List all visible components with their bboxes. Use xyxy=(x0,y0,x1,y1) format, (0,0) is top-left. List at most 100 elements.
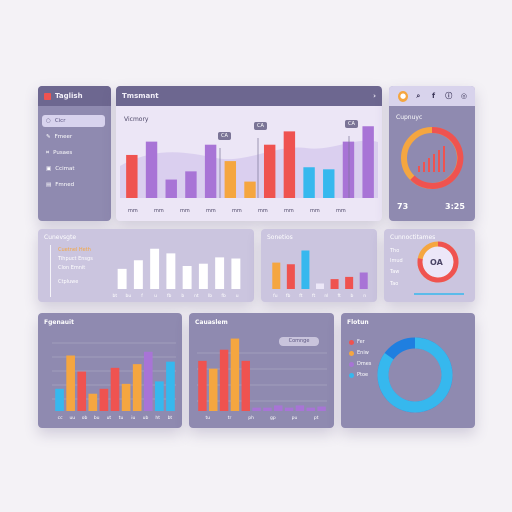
bottom-mid-bar-2 xyxy=(219,349,229,411)
mid-right-label-3: Tao xyxy=(390,281,399,287)
bottom-left-tick-6: iu xyxy=(131,415,135,421)
legend-swatch-0 xyxy=(349,340,354,345)
info-icon[interactable]: ⓘ xyxy=(445,92,453,100)
gauge-bar-5 xyxy=(443,146,445,172)
ring-arc xyxy=(417,241,459,283)
top-xlabel-6: mm xyxy=(284,208,294,214)
bottom-left-bar-5 xyxy=(110,367,120,411)
top-right-panel: ● ⌕ f ⓘ ◎ Cupnuyc 73 3:25 xyxy=(389,86,475,221)
bottom-left-bar-2 xyxy=(77,371,87,411)
globe-icon[interactable]: ◎ xyxy=(460,92,467,100)
sidebar-item-2[interactable]: ⌗ Pusaes xyxy=(46,149,73,157)
chat-icon: ▣ xyxy=(46,166,52,172)
mid-left-legend-2: Clon Emnit xyxy=(58,265,86,271)
sun-icon[interactable]: ● xyxy=(398,90,409,102)
text-icon[interactable]: f xyxy=(431,92,436,100)
top-xlabel-2: mm xyxy=(180,208,190,214)
bottom-left-tick-0: cc xyxy=(58,416,63,421)
mid-mid-bar-5 xyxy=(345,276,354,289)
top-right-toolbar: ● ⌕ f ⓘ ◎ xyxy=(389,86,475,106)
mid-left-bar-1 xyxy=(133,260,143,289)
mid-mid-tick-0: fu xyxy=(273,293,278,299)
bottom-mid-bar-4 xyxy=(241,360,250,411)
bottom-mid-bar-1 xyxy=(209,368,218,411)
bottom-right-panel: Flotun Fer Eniw Dmes Ptoe xyxy=(341,313,475,428)
bottom-mid-title: Cauaslem xyxy=(195,319,228,326)
top-callout-1: CA xyxy=(254,122,267,130)
bottom-right-legend-2: Dmes xyxy=(357,361,372,367)
top-xlabel-7: mm xyxy=(310,208,320,214)
top-right-footer-right: 3:25 xyxy=(445,202,465,211)
top-bar-3 xyxy=(185,171,197,198)
tag-icon: ⌗ xyxy=(46,149,50,156)
app-title: Taglish xyxy=(55,92,83,100)
sidebar-item-1[interactable]: ✎ Fmeer xyxy=(46,134,73,140)
gauge-bar-2 xyxy=(428,158,430,172)
top-bar-12 xyxy=(362,126,374,198)
bottom-mid-tick-5: pt xyxy=(314,415,319,421)
gauge-bar-3 xyxy=(433,154,435,172)
sidebar-header: Taglish xyxy=(38,86,111,106)
mid-mid-tick-6: b xyxy=(350,293,353,299)
bottom-left-tick-1: uu xyxy=(69,416,75,421)
sidebar-item-3[interactable]: ▣ Ccimat xyxy=(46,166,75,172)
mid-mid-bar-1 xyxy=(286,264,295,289)
bottom-mid-tick-4: pu xyxy=(292,416,298,421)
bottom-left-tick-4: ut xyxy=(107,415,112,421)
top-bar-8 xyxy=(283,131,296,198)
chevron-icon[interactable]: › xyxy=(373,92,376,100)
mid-mid-bar-2 xyxy=(301,250,310,289)
top-right-title: Cupnuyc xyxy=(396,114,423,121)
top-right-footer-left: 73 xyxy=(397,202,409,211)
bottom-left-bar-9 xyxy=(155,381,164,411)
mid-left-bar-4 xyxy=(182,266,192,289)
bottom-left-tick-8: ht xyxy=(155,415,160,421)
bottom-right-legend-0: Fer xyxy=(357,339,365,345)
mid-mid-tick-1: fb xyxy=(286,293,291,299)
mid-mid-bar-6 xyxy=(359,272,368,289)
top-chart-svg xyxy=(120,126,378,198)
bottom-left-bar-0 xyxy=(55,388,64,411)
mid-left-tick-2: f xyxy=(141,293,143,299)
sidebar-item-4[interactable]: ▤ Fmned xyxy=(46,182,75,188)
bottom-mid-panel: Cauaslem Comnge tu tr ph gp pu pt xyxy=(189,313,334,428)
mid-right-ring xyxy=(414,241,464,295)
mid-left-tick-6: nt xyxy=(194,293,199,299)
search-icon[interactable]: ⌕ xyxy=(416,91,421,100)
bottom-mid-bar-8 xyxy=(284,407,294,411)
bottom-left-bar-7 xyxy=(132,364,142,411)
top-bar-10 xyxy=(323,169,335,198)
top-bar-1 xyxy=(145,141,158,198)
mid-left-bar-2 xyxy=(150,248,160,289)
circle-icon: ○ xyxy=(46,118,51,124)
top-chart-header: Tmsmant › xyxy=(116,86,382,106)
top-bar-4 xyxy=(204,144,217,198)
mid-left-bar-5 xyxy=(198,263,208,289)
mid-mid-title: Sonetios xyxy=(267,234,293,241)
bottom-mid-tick-2: ph xyxy=(248,415,254,421)
mid-left-tick-5: b xyxy=(181,293,184,299)
top-header-title: Tmsmant xyxy=(122,92,159,100)
bottom-left-bar-4 xyxy=(99,388,109,411)
bottom-mid-badge[interactable]: Comnge xyxy=(279,337,319,346)
mid-left-tick-8: fb xyxy=(221,293,226,299)
bottom-left-bar-6 xyxy=(121,383,131,411)
donut-arc xyxy=(377,337,453,413)
mid-mid-tick-7: n xyxy=(363,294,366,299)
mid-left-bar-6 xyxy=(215,257,225,289)
gauge-bar-4 xyxy=(438,150,440,172)
mid-mid-tick-3: ft xyxy=(312,293,316,299)
bottom-left-bar-10 xyxy=(166,361,175,411)
top-bar-7 xyxy=(263,144,276,198)
sidebar-item-0[interactable]: ○ Cicr xyxy=(42,115,105,127)
mid-left-panel: Cunevsgte Cuetnel Heth Tihpuct Ensgs Clo… xyxy=(38,229,254,302)
mid-left-legend-0: Cuetnel Heth xyxy=(58,247,91,253)
top-bar-5 xyxy=(224,161,237,198)
bottom-left-chart: cc uu ob bu ut tu iu ub ht bt xyxy=(52,342,176,421)
bottom-left-title: Fgenauit xyxy=(44,319,74,326)
mid-left-tick-7: lb xyxy=(208,293,212,299)
folder-icon: ▤ xyxy=(46,182,52,188)
mid-left-tick-0: bt xyxy=(112,293,117,299)
mid-mid-chart: fu fb ft ft nl ft b n xyxy=(272,250,368,299)
pencil-icon: ✎ xyxy=(46,134,51,140)
